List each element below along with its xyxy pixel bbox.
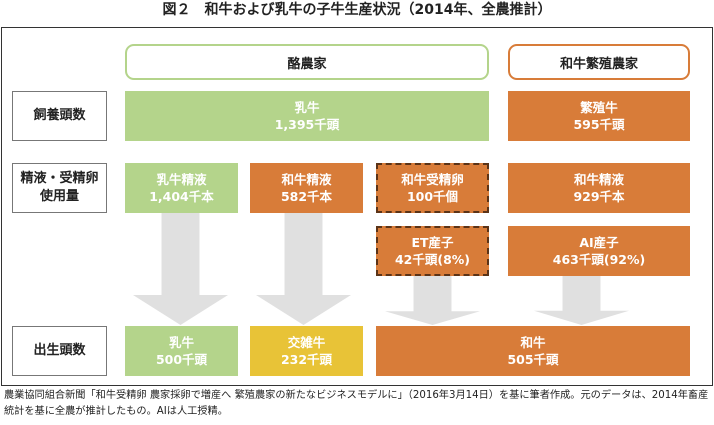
box-breeding-cows: 繁殖牛 595千頭 [508, 91, 690, 141]
row-label-herd: 飼養頭数 [12, 91, 107, 141]
diagram-frame [1, 27, 713, 386]
row-label-births: 出生頭数 [12, 326, 107, 376]
source-note: 農業協同組合新聞「和牛受精卵 農家採卵で増産へ 繁殖農家の新たなビジネスモデルに… [4, 390, 709, 417]
box-born-crossbred-name: 交雑牛 [287, 335, 326, 350]
box-wagyu-semen-dairy-name: 和牛精液 [281, 172, 332, 187]
box-breeding-cows-value: 595千頭 [573, 117, 625, 132]
header-wagyu-breeding-farmers-label: 和牛繁殖農家 [559, 56, 638, 72]
box-born-crossbred-value: 232千頭 [280, 352, 333, 367]
box-dairy-cows-name: 乳牛 [294, 100, 320, 115]
box-wagyu-semen-dairy-value: 582千本 [280, 189, 333, 204]
box-ai-calves-name: AI産子 [579, 235, 619, 250]
header-dairy-farmers-label: 酪農家 [287, 56, 327, 72]
box-wagyu-semen-breeding: 和牛精液 929千本 [508, 163, 690, 213]
box-wagyu-embryo-name: 和牛受精卵 [401, 172, 464, 187]
row-label-births-text: 出生頭数 [33, 343, 86, 358]
box-born-wagyu: 和牛 505千頭 [376, 326, 690, 376]
row-label-herd-text: 飼養頭数 [33, 108, 86, 123]
box-ai-calves: AI産子 463千頭(92%) [508, 226, 690, 276]
box-wagyu-semen-breeding-name: 和牛精液 [573, 172, 624, 187]
box-born-crossbred: 交雑牛 232千頭 [250, 326, 363, 376]
box-wagyu-semen-dairy: 和牛精液 582千本 [250, 163, 363, 213]
header-wagyu-breeding-farmers: 和牛繁殖農家 [508, 44, 690, 80]
row-label-semen-line2: 使用量 [39, 189, 79, 204]
box-dairy-semen-value: 1,404千本 [149, 189, 214, 204]
box-dairy-cows-value: 1,395千頭 [274, 117, 340, 132]
box-wagyu-embryo: 和牛受精卵 100千個 [376, 163, 489, 213]
box-breeding-cows-name: 繁殖牛 [580, 100, 618, 115]
box-born-wagyu-name: 和牛 [520, 335, 546, 350]
box-et-calves-value: 42千頭(8%) [394, 252, 471, 267]
row-label-semen-line1: 精液・受精卵 [20, 171, 99, 186]
figure-title: 図２ 和牛および乳牛の子牛生産状況（2014年、全農推計） [162, 2, 552, 18]
box-dairy-semen-name: 乳牛精液 [156, 172, 207, 187]
box-et-calves-name: ET産子 [411, 235, 454, 250]
row-label-semen: 精液・受精卵 使用量 [12, 163, 107, 213]
header-dairy-farmers: 酪農家 [125, 44, 489, 80]
box-wagyu-semen-breeding-value: 929千本 [573, 189, 625, 204]
box-dairy-cows: 乳牛 1,395千頭 [125, 91, 489, 141]
box-ai-calves-value: 463千頭(92%) [552, 252, 646, 267]
box-dairy-semen: 乳牛精液 1,404千本 [125, 163, 238, 213]
box-born-dairy: 乳牛 500千頭 [125, 326, 238, 376]
box-et-calves: ET産子 42千頭(8%) [376, 226, 489, 276]
box-wagyu-embryo-value: 100千個 [406, 189, 459, 204]
box-born-dairy-name: 乳牛 [168, 335, 194, 350]
box-born-wagyu-value: 505千頭 [507, 352, 559, 367]
box-born-dairy-value: 500千頭 [155, 352, 208, 367]
